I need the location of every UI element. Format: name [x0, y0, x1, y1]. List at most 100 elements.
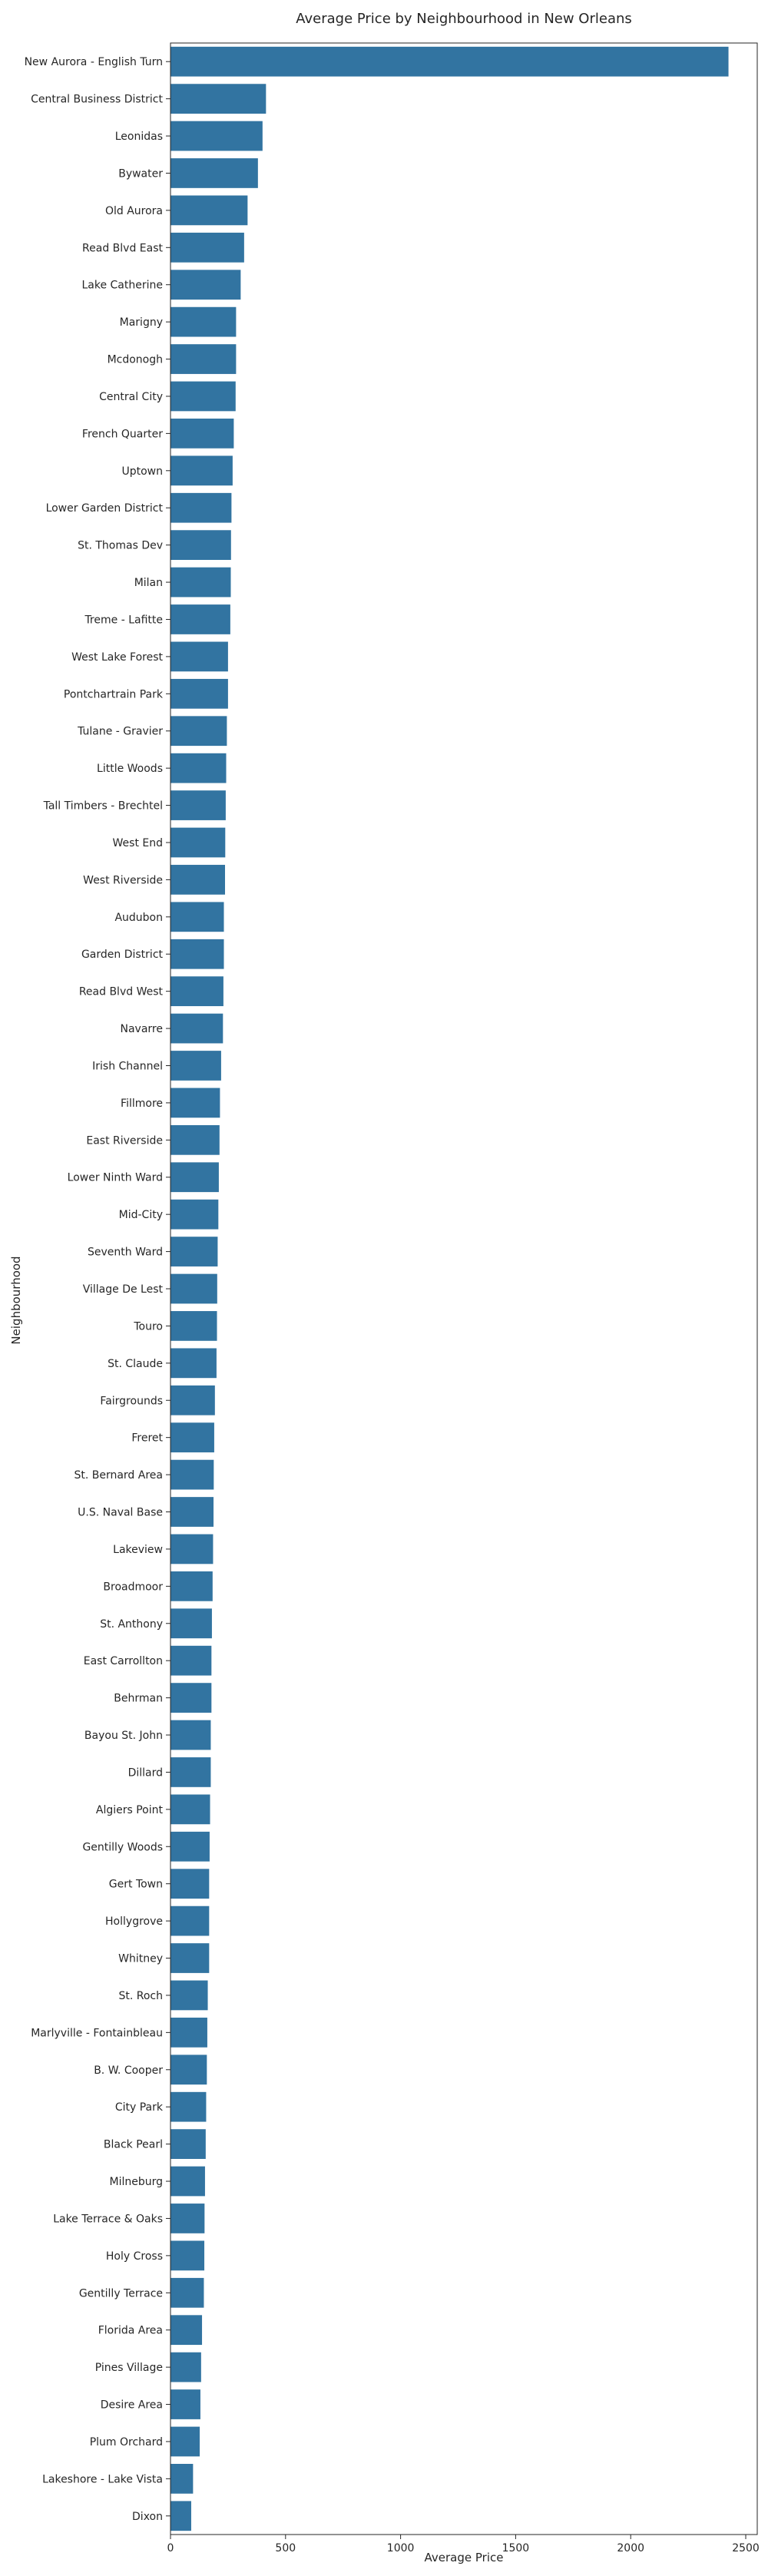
- bar: [170, 2389, 200, 2419]
- category-label: East Carrollton: [84, 1655, 163, 1667]
- bar: [170, 1273, 217, 1304]
- category-label: Milan: [134, 577, 163, 589]
- bar: [170, 2352, 201, 2382]
- category-label: Whitney: [118, 1953, 163, 1965]
- category-label: St. Roch: [118, 1990, 163, 2002]
- bar: [170, 2204, 205, 2233]
- category-label: Marigny: [120, 316, 163, 329]
- bar: [170, 1199, 219, 1230]
- category-label: Lower Garden District: [46, 502, 164, 515]
- category-label: Tulane - Gravier: [77, 726, 163, 738]
- bar: [170, 1571, 213, 1601]
- category-label: Lakeview: [113, 1544, 163, 1556]
- bar: [170, 1869, 210, 1899]
- category-label: Behrman: [114, 1693, 163, 1705]
- bar: [170, 790, 226, 820]
- bar: [170, 1385, 215, 1415]
- category-label: Milneburg: [109, 2176, 163, 2188]
- bar: [170, 2240, 205, 2271]
- bar: [170, 716, 227, 747]
- bar: [170, 2166, 205, 2197]
- category-label: Mcdonogh: [108, 354, 163, 366]
- bar: [170, 753, 227, 783]
- bar: [170, 419, 234, 449]
- category-label: Freret: [131, 1432, 163, 1445]
- bar: [170, 2464, 194, 2494]
- category-label: St. Claude: [108, 1358, 163, 1370]
- bar: [170, 976, 223, 1007]
- x-axis: 0 500 1000 1500 2000 2500: [167, 2535, 760, 2554]
- bar: [170, 1683, 212, 1713]
- category-label: Dillard: [128, 1766, 163, 1779]
- bar: [170, 1980, 208, 2011]
- category-label: Read Blvd East: [82, 242, 163, 254]
- bar: [170, 270, 241, 300]
- bar: [170, 1720, 211, 1750]
- category-label: U.S. Naval Base: [78, 1507, 163, 1519]
- category-label: Garden District: [81, 949, 164, 961]
- category-label: Bywater: [118, 167, 163, 180]
- bar: [170, 195, 248, 226]
- bar: [170, 1051, 221, 1081]
- category-label: Black Pearl: [104, 2139, 163, 2151]
- x-tick-label: 1500: [502, 2542, 530, 2554]
- bar: [170, 158, 258, 188]
- bar: [170, 1906, 210, 1936]
- bar: [170, 641, 228, 672]
- category-label: Central Business District: [31, 94, 163, 106]
- bar: [170, 46, 729, 77]
- bar: [170, 567, 231, 598]
- category-label: Fillmore: [121, 1098, 163, 1110]
- bar: [170, 2017, 207, 2048]
- category-label: Lake Catherine: [81, 280, 163, 292]
- bar: [170, 1311, 217, 1341]
- category-label: Lake Terrace & Oaks: [53, 2213, 163, 2225]
- category-label: West End: [113, 837, 163, 849]
- category-label: Lower Ninth Ward: [68, 1172, 163, 1184]
- category-label: Lakeshore - Lake Vista: [42, 2473, 163, 2485]
- category-label: Hollygrove: [105, 1915, 163, 1928]
- category-label: Gentilly Terrace: [79, 2287, 163, 2300]
- category-label: Navarre: [121, 1023, 164, 1035]
- bar: [170, 381, 236, 412]
- category-label: Treme - Lafitte: [84, 614, 163, 626]
- bar: [170, 1534, 214, 1564]
- bar: [170, 492, 232, 523]
- bars-group: [170, 46, 729, 2531]
- bar: [170, 1459, 214, 1490]
- category-label: Central City: [99, 391, 163, 403]
- bar: [170, 1422, 214, 1453]
- x-tick-label: 1000: [387, 2542, 415, 2554]
- bar: [170, 121, 263, 151]
- category-label: Dixon: [132, 2511, 163, 2523]
- x-tick-label: 500: [275, 2542, 296, 2554]
- category-label: Broadmoor: [103, 1581, 163, 1593]
- bar: [170, 1124, 220, 1155]
- bar: [170, 306, 237, 337]
- category-label: Tall Timbers - Brechtel: [43, 800, 163, 813]
- category-label: Pontchartrain Park: [64, 688, 164, 700]
- category-label: Algiers Point: [96, 1804, 164, 1816]
- bar: [170, 1943, 210, 1973]
- category-label: Gentilly Woods: [82, 1841, 163, 1853]
- bar: [170, 1348, 217, 1379]
- bar: [170, 455, 233, 486]
- bar: [170, 344, 237, 374]
- category-label: Marlyville - Fontainbleau: [31, 2027, 163, 2039]
- bar: [170, 1013, 223, 1044]
- bar: [170, 678, 228, 709]
- bar: [170, 2315, 203, 2346]
- x-axis-label: Average Price: [425, 2551, 504, 2564]
- category-label: Leonidas: [115, 131, 163, 143]
- category-label: West Riverside: [83, 874, 163, 886]
- category-label: St. Anthony: [100, 1618, 163, 1631]
- bar: [170, 1608, 212, 1639]
- category-label: St. Thomas Dev: [78, 540, 163, 552]
- category-label: Desire Area: [101, 2399, 163, 2412]
- bar: [170, 827, 226, 858]
- bar: [170, 2277, 204, 2308]
- bar: [170, 939, 224, 969]
- bar: [170, 604, 230, 634]
